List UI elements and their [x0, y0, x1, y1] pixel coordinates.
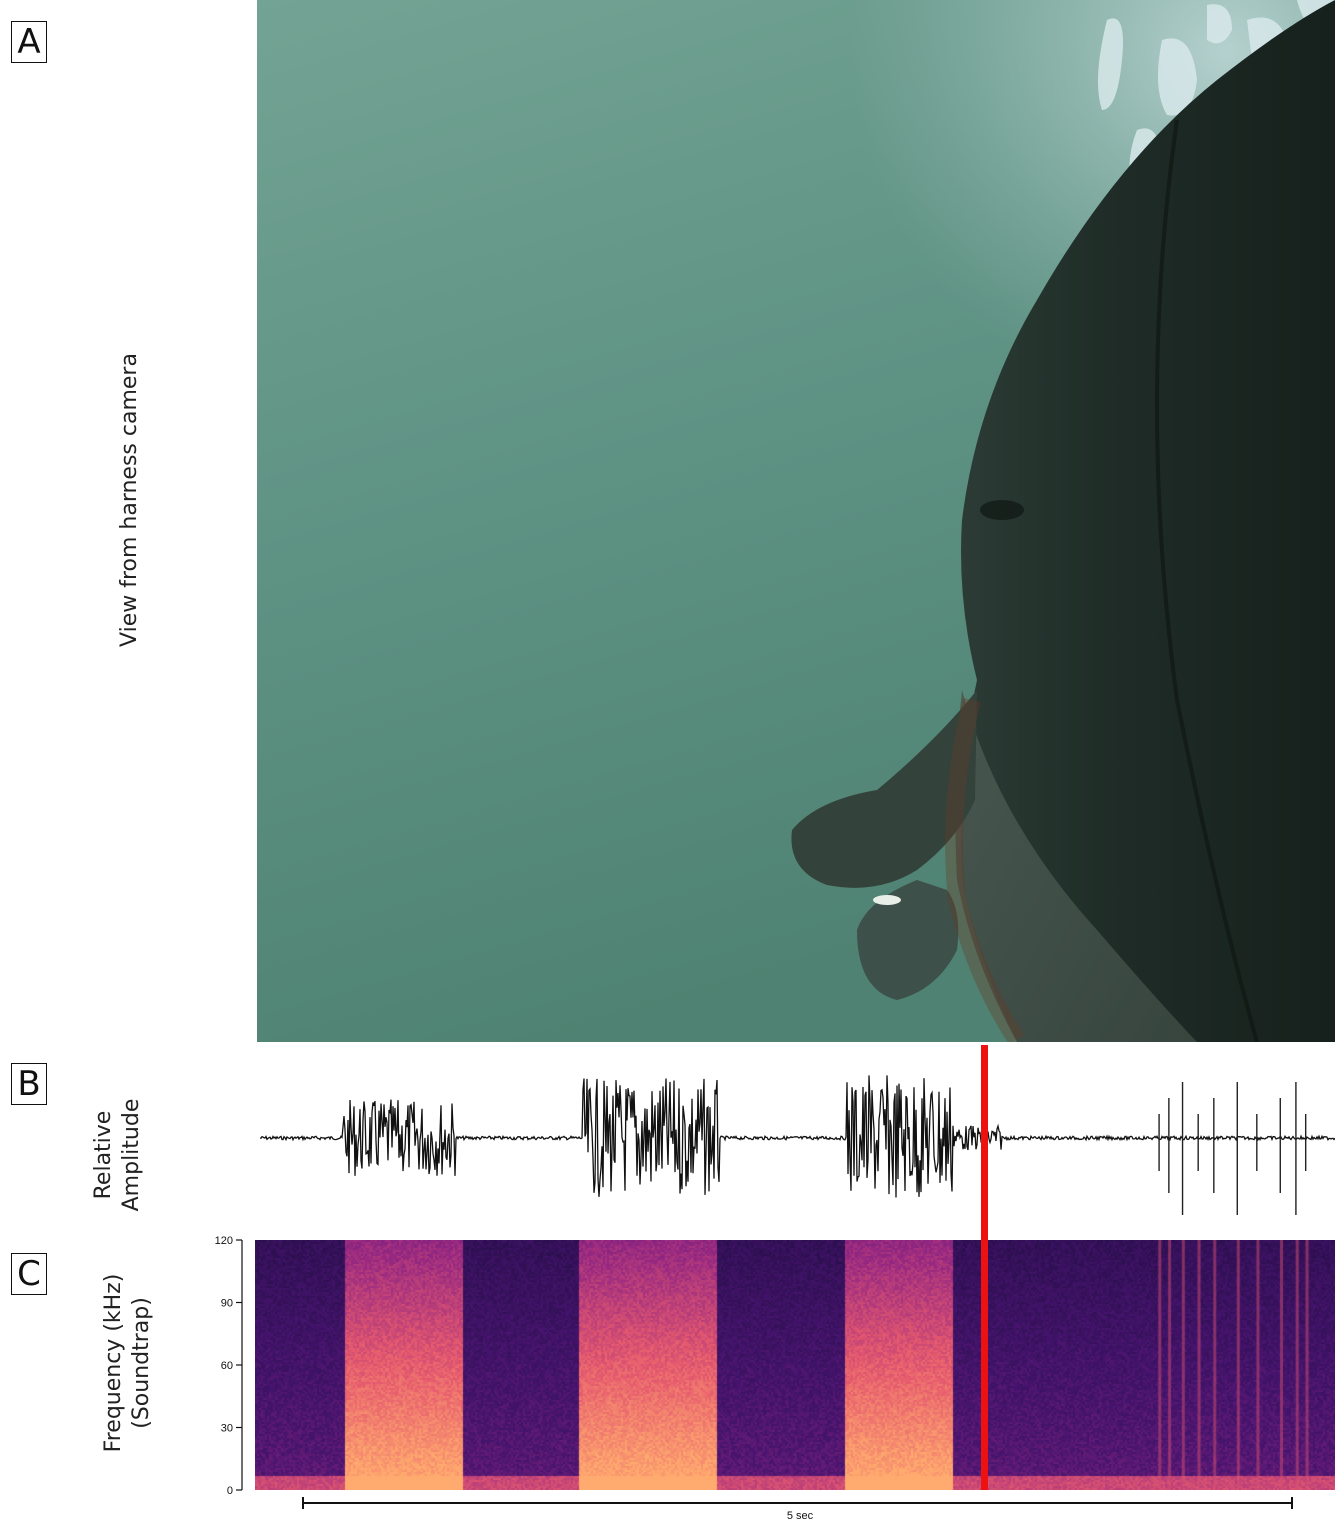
whale-eye	[980, 500, 1024, 520]
harness-strap	[1155, 119, 1259, 1042]
y-tick-label: 120	[215, 1235, 233, 1247]
whale-body	[961, 0, 1335, 1042]
panel-c-label-line1: Frequency (kHz)	[101, 1273, 126, 1453]
panel-c-letter: C	[11, 1253, 47, 1295]
panel-a-letter: A	[11, 21, 47, 63]
waveform-trace	[260, 1075, 1335, 1198]
underwater-scene	[257, 0, 1335, 1042]
whale-flipper-lower	[857, 880, 959, 1000]
panel-b-label-line2: Amplitude	[119, 1098, 144, 1212]
harness-camera-photo	[257, 0, 1335, 1042]
panel-a-label: View from harness camera	[117, 353, 142, 647]
spectrogram	[255, 1240, 1335, 1490]
time-cursor	[981, 1045, 988, 1490]
time-scale-bar: 5 sec	[302, 1497, 1293, 1521]
y-tick-label: 0	[227, 1485, 233, 1497]
whale-flipper	[791, 690, 977, 888]
panel-b-letter: B	[11, 1063, 47, 1105]
amplitude-waveform	[260, 1075, 1335, 1215]
panel-b-label: Relative Amplitude	[90, 1075, 150, 1235]
panel-c-label-line2: (Soundtrap)	[129, 1297, 154, 1429]
y-tick-label: 90	[221, 1298, 233, 1310]
y-tick-label: 60	[221, 1360, 233, 1372]
y-tick-label: 30	[221, 1423, 233, 1435]
panel-b-label-line1: Relative	[91, 1110, 116, 1200]
panel-c-label: Frequency (kHz) (Soundtrap)	[100, 1263, 160, 1463]
time-scale-label: 5 sec	[787, 1510, 814, 1521]
frequency-axis: 120 90 60 30 0	[215, 1235, 243, 1497]
whale-underside	[955, 690, 1197, 1042]
